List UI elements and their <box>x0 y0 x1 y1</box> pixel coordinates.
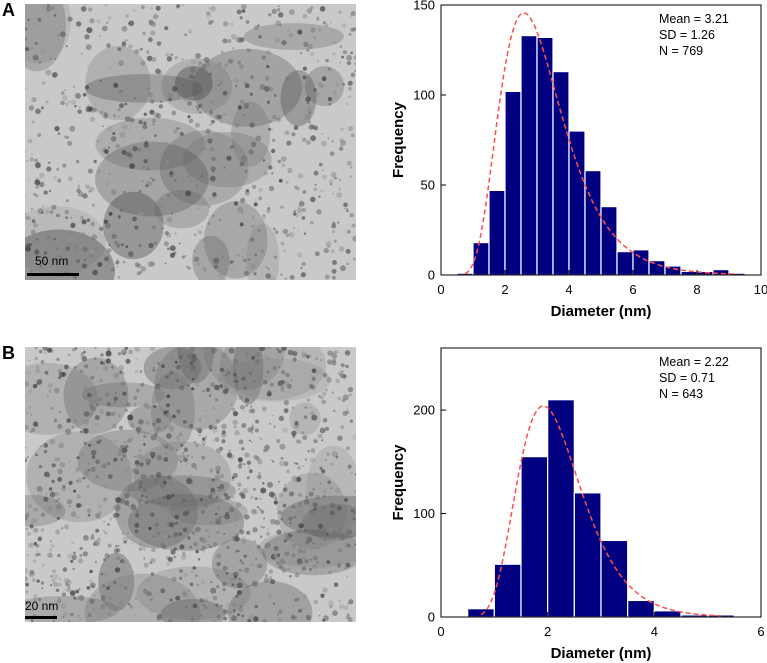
scale-bar-b <box>25 616 57 619</box>
stats-annotation-a: SD = 1.26 <box>659 28 715 42</box>
histogram-bar-a <box>552 70 570 276</box>
x-tick-label-a: 8 <box>693 282 700 297</box>
x-tick-label-a: 4 <box>565 282 572 297</box>
histogram-bar-a <box>632 249 650 276</box>
y-tick-label-a: 150 <box>413 0 435 13</box>
scale-bar-label-b: 20 nm <box>25 599 59 613</box>
panel-label-b: B <box>2 343 15 363</box>
y-axis-label-a: Frequency <box>390 101 407 178</box>
plot-frame-a <box>440 4 762 276</box>
tem-micrograph-b: 20 nm <box>25 347 356 622</box>
histogram-bar-a <box>584 170 602 276</box>
stats-annotation-a: Mean = 3.21 <box>659 12 729 26</box>
panel-label-a: A <box>2 0 15 20</box>
histogram-bar-a <box>600 206 618 276</box>
histogram-bar-a <box>488 189 506 276</box>
x-tick-label-a: 10 <box>754 282 767 297</box>
x-tick-label-a: 0 <box>437 282 444 297</box>
scale-bar-a <box>27 273 79 276</box>
histogram-bar-a <box>520 34 538 276</box>
x-tick-label-a: 6 <box>629 282 636 297</box>
y-tick-label-a: 100 <box>413 88 435 103</box>
micrograph-image-b <box>25 347 356 622</box>
micrograph-image-a <box>25 4 356 280</box>
y-tick-label-a: 0 <box>428 268 435 283</box>
histogram-bar-a <box>680 270 698 276</box>
x-axis-label-a: Diameter (nm) <box>551 303 652 320</box>
x-tick-label-a: 2 <box>501 282 508 297</box>
fit-curve-a <box>464 12 738 275</box>
histogram-bar-a <box>568 130 586 276</box>
stats-annotation-a: N = 769 <box>659 44 703 58</box>
histogram-bar-a <box>616 251 634 276</box>
histogram-bar-a <box>504 90 522 276</box>
y-tick-label-a: 50 <box>421 178 435 193</box>
scale-bar-label-a: 50 nm <box>35 254 69 268</box>
tem-micrograph-a: 50 nm <box>25 4 356 280</box>
